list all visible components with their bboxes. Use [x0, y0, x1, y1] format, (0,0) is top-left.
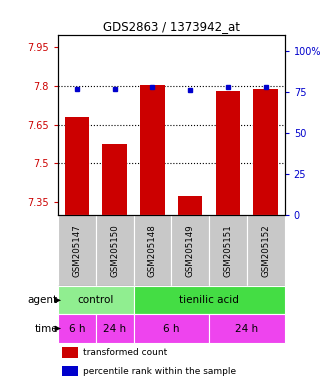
Bar	[96, 215, 133, 286]
Bar	[209, 314, 285, 343]
Text: tienilic acid: tienilic acid	[179, 295, 239, 305]
Text: 6 h: 6 h	[69, 323, 85, 334]
Bar	[140, 85, 165, 215]
Text: percentile rank within the sample: percentile rank within the sample	[83, 367, 236, 376]
Bar	[178, 195, 203, 215]
Text: GSM205148: GSM205148	[148, 224, 157, 277]
Bar	[133, 314, 209, 343]
Bar	[133, 215, 171, 286]
Bar	[65, 117, 89, 215]
Bar	[171, 215, 209, 286]
Text: GSM205147: GSM205147	[72, 224, 81, 277]
Text: time: time	[34, 323, 58, 334]
Bar	[216, 91, 240, 215]
Text: transformed count: transformed count	[83, 348, 167, 357]
Text: 24 h: 24 h	[103, 323, 126, 334]
Bar	[102, 144, 127, 215]
Bar	[63, 366, 78, 376]
Text: 6 h: 6 h	[163, 323, 179, 334]
Bar	[209, 215, 247, 286]
Title: GDS2863 / 1373942_at: GDS2863 / 1373942_at	[103, 20, 240, 33]
Text: agent: agent	[28, 295, 58, 305]
Bar	[96, 314, 133, 343]
Bar	[254, 89, 278, 215]
Text: GSM205150: GSM205150	[110, 224, 119, 277]
Bar	[58, 314, 96, 343]
Text: control: control	[77, 295, 114, 305]
Text: GSM205151: GSM205151	[223, 224, 232, 277]
Text: 24 h: 24 h	[235, 323, 259, 334]
Bar	[247, 215, 285, 286]
Text: GSM205149: GSM205149	[186, 224, 195, 277]
Bar	[58, 286, 133, 314]
Bar	[58, 215, 96, 286]
Bar	[63, 347, 78, 358]
Bar	[133, 286, 285, 314]
Text: GSM205152: GSM205152	[261, 224, 270, 277]
